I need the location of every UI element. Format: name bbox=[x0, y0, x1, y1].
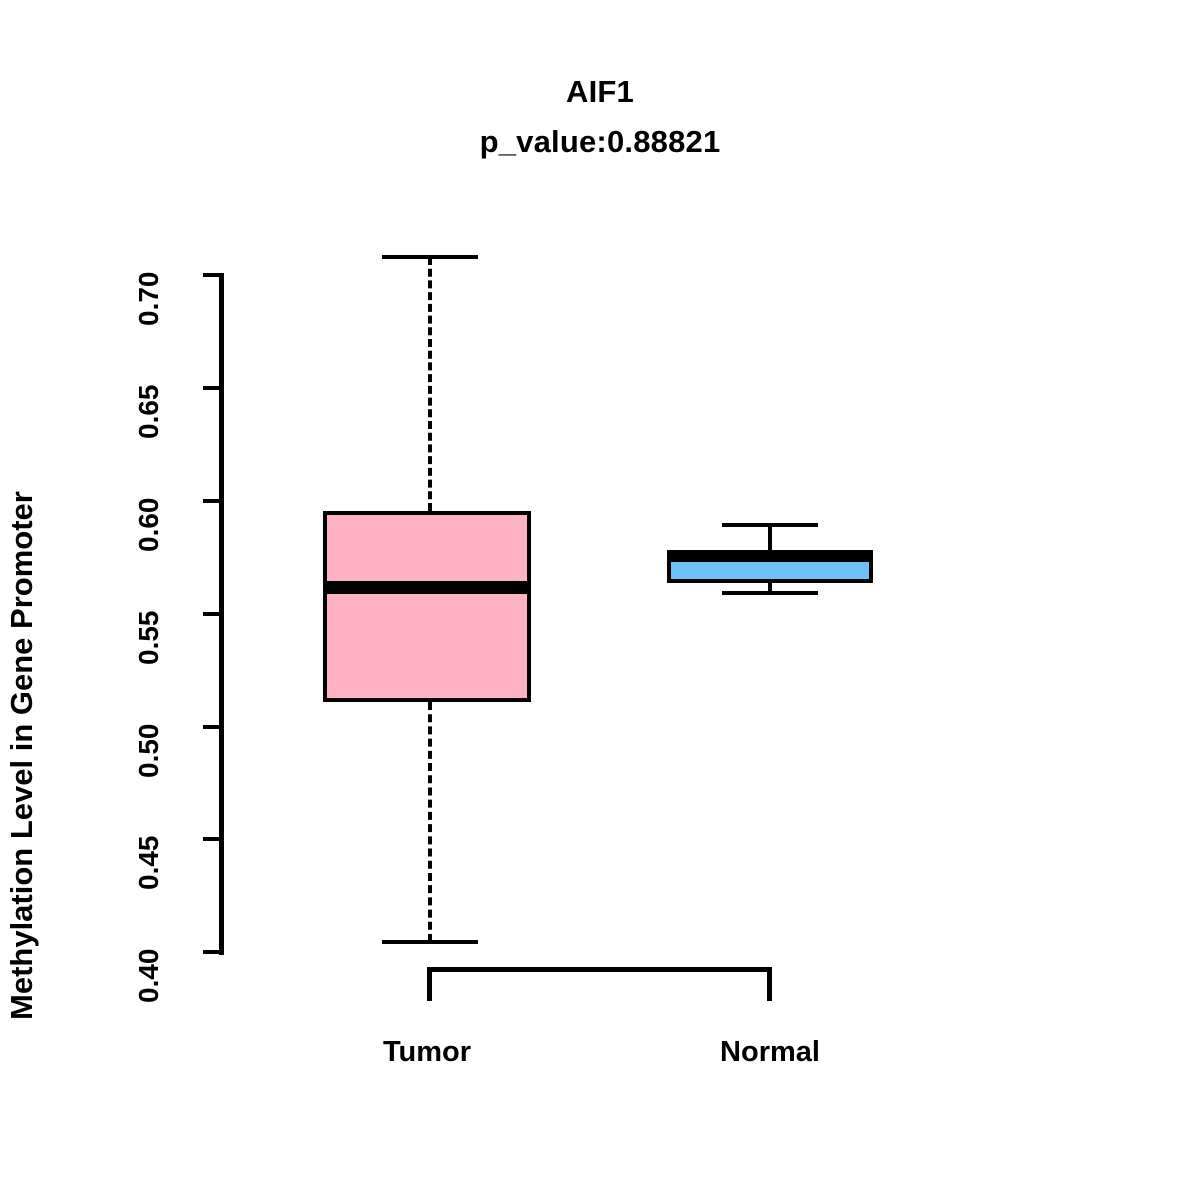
x-axis-stub-right bbox=[767, 967, 772, 1001]
normal-median-line bbox=[667, 550, 873, 562]
y-axis-line bbox=[219, 273, 224, 955]
tumor-lower-whisker-cap bbox=[382, 940, 478, 944]
y-tick-mark-0.60 bbox=[203, 499, 221, 503]
y-tick-label-0.40: 0.40 bbox=[133, 948, 164, 1004]
y-tick-label-0.55: 0.55 bbox=[133, 610, 164, 666]
chart-subtitle: p_value:0.88821 bbox=[479, 124, 721, 159]
y-tick-label-0.50: 0.50 bbox=[133, 723, 164, 779]
normal-lower-whisker-stem bbox=[768, 583, 772, 595]
normal-upper-whisker-stem bbox=[768, 524, 772, 553]
y-axis-title: Methylation Level in Gene Promoter bbox=[4, 491, 39, 1020]
normal-lower-whisker-cap bbox=[722, 591, 818, 595]
y-tick-mark-0.45 bbox=[203, 837, 221, 841]
chart-title: AIF1 bbox=[566, 74, 634, 109]
y-tick-mark-0.50 bbox=[203, 725, 221, 729]
tumor-median-line bbox=[323, 581, 531, 594]
y-tick-mark-0.55 bbox=[203, 612, 221, 616]
tumor-box bbox=[323, 511, 531, 702]
tumor-lower-whisker-stem bbox=[428, 702, 432, 942]
y-tick-label-0.60: 0.60 bbox=[133, 497, 164, 553]
y-tick-mark-0.40 bbox=[203, 950, 221, 954]
x-axis-line bbox=[427, 967, 772, 972]
y-tick-mark-0.70 bbox=[203, 273, 221, 277]
y-tick-label-0.45: 0.45 bbox=[133, 835, 164, 891]
y-tick-label-0.65: 0.65 bbox=[133, 384, 164, 440]
x-tick-label-tumor: Tumor bbox=[382, 1036, 472, 1068]
y-tick-label-0.70: 0.70 bbox=[133, 271, 164, 327]
y-tick-mark-0.65 bbox=[203, 386, 221, 390]
tumor-upper-whisker-stem bbox=[428, 257, 432, 511]
x-tick-label-normal: Normal bbox=[720, 1036, 820, 1068]
x-axis-stub-left bbox=[427, 967, 432, 1001]
